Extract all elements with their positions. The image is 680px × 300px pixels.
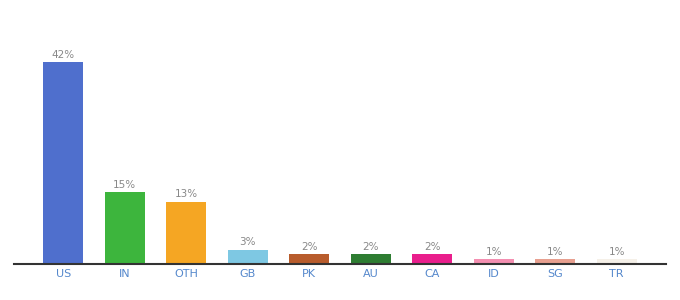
Text: 1%: 1% (547, 247, 564, 257)
Text: 2%: 2% (424, 242, 441, 252)
Bar (167, 202, 206, 264)
Text: 15%: 15% (113, 180, 136, 190)
Bar (535, 259, 575, 264)
Text: 2%: 2% (362, 242, 379, 252)
Text: 1%: 1% (486, 247, 502, 257)
Text: 13%: 13% (175, 189, 198, 199)
Bar (412, 254, 452, 264)
Bar (44, 62, 83, 264)
Bar (351, 254, 391, 264)
Bar (105, 192, 145, 264)
Bar (228, 250, 268, 264)
Text: 1%: 1% (609, 247, 625, 257)
Text: 42%: 42% (52, 50, 75, 60)
Text: 2%: 2% (301, 242, 318, 252)
Bar (289, 254, 329, 264)
Bar (597, 259, 636, 264)
Bar (474, 259, 513, 264)
Text: 3%: 3% (239, 237, 256, 247)
